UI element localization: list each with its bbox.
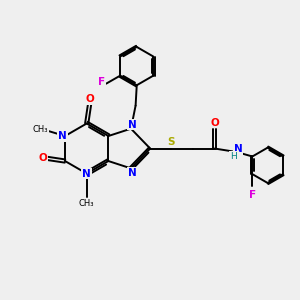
Text: N: N (58, 131, 67, 141)
Text: H: H (230, 152, 237, 161)
Text: N: N (82, 169, 91, 178)
Text: F: F (98, 77, 105, 87)
Text: O: O (85, 94, 94, 104)
Text: CH₃: CH₃ (79, 199, 94, 208)
Text: S: S (168, 137, 175, 147)
Text: N: N (128, 167, 137, 178)
Text: O: O (210, 118, 219, 128)
Text: O: O (38, 153, 47, 163)
Text: F: F (249, 190, 256, 200)
Text: CH₃: CH₃ (32, 125, 48, 134)
Text: N: N (128, 119, 137, 130)
Text: N: N (234, 144, 243, 154)
